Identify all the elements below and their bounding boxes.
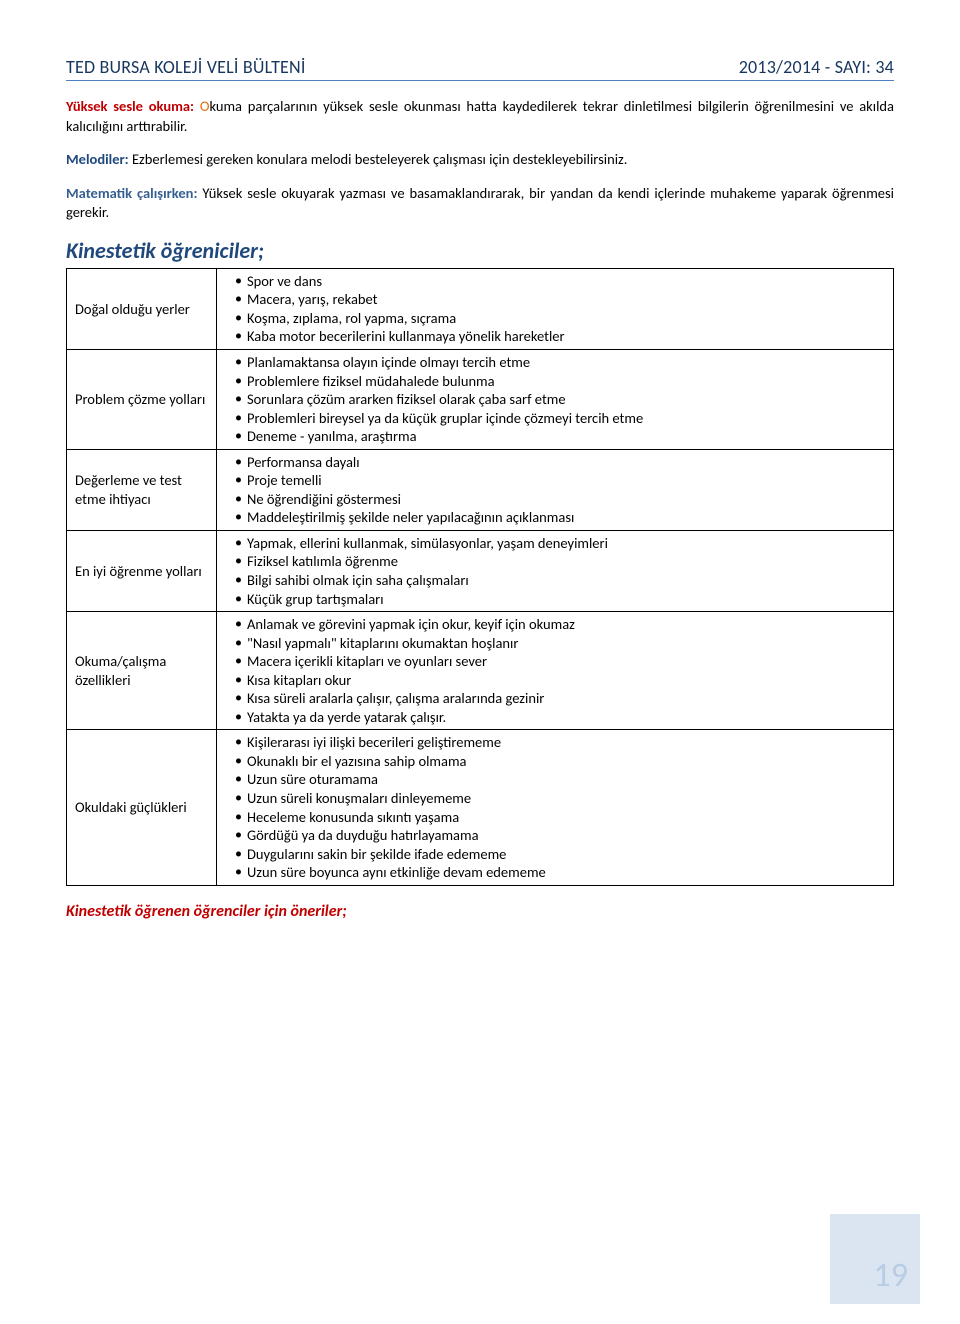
list-item: Spor ve dans [235,272,887,291]
kinestetik-table: Doğal olduğu yerlerSpor ve dansMacera, y… [66,268,894,886]
table-row-items: Performansa dayalıProje temelliNe öğrend… [217,449,894,530]
list-item: Yatakta ya da yerde yatarak çalışır. [235,708,887,727]
table-row-label: Doğal olduğu yerler [67,268,217,349]
list-item: Problemleri bireysel ya da küçük gruplar… [235,409,887,428]
page-number: 19 [874,1255,908,1296]
list-item: Ne öğrendiğini göstermesi [235,490,887,509]
table-row-items: Kişilerarası iyi ilişki becerileri geliş… [217,730,894,885]
list-item: Kısa süreli aralarla çalışır, çalışma ar… [235,689,887,708]
list-item: Maddeleştirilmiş şekilde neler yapılacağ… [235,508,887,527]
para2-lead: Melodiler: [66,150,132,168]
list-item: Gördüğü ya da duyduğu hatırlayamama [235,826,887,845]
table-row-label: En iyi öğrenme yolları [67,530,217,611]
para3-lead: Matematik çalışırken: [66,184,202,202]
table-row-items: Planlamaktansa olayın içinde olmayı terc… [217,350,894,450]
subheading-oneriler: Kinestetik öğrenen öğrenciler için öneri… [66,902,894,921]
table-row: Okuma/çalışma özellikleri Anlamak ve göre… [67,612,894,730]
table-row-items: Anlamak ve görevini yapmak için okur, ke… [217,612,894,730]
list-item: Kişilerarası iyi ilişki becerileri geliş… [235,733,887,752]
list-item: Kaba motor becerilerini kullanmaya yönel… [235,327,887,346]
table-row: Değerleme ve test etme ihtiyacıPerforman… [67,449,894,530]
list-item: Anlamak ve görevini yapmak için okur, ke… [235,615,887,634]
table-row: Problem çözme yolları Planlamaktansa olay… [67,350,894,450]
para1-lead: Yüksek sesle okuma: [66,97,200,115]
para1-o: O [200,97,210,115]
page-header: TED BURSA KOLEJİ VELİ BÜLTENİ 2013/2014 … [66,56,894,78]
list-item: Bilgi sahibi olmak için saha çalışmaları [235,571,887,590]
table-row-label: Değerleme ve test etme ihtiyacı [67,449,217,530]
header-issue: 2013/2014 - SAYI: 34 [739,56,894,78]
list-item: Performansa dayalı [235,453,887,472]
list-item: Küçük grup tartışmaları [235,590,887,609]
list-item: Yapmak, ellerini kullanmak, simülasyonla… [235,534,887,553]
table-row: Doğal olduğu yerlerSpor ve dansMacera, y… [67,268,894,349]
list-item: Heceleme konusunda sıkıntı yaşama [235,808,887,827]
table-row-items: Spor ve dansMacera, yarış, rekabetKoşma,… [217,268,894,349]
list-item: Sorunlara çözüm ararken fiziksel olarak … [235,390,887,409]
list-item: Problemlere fiziksel müdahalede bulunma [235,372,887,391]
table-row-label: Problem çözme yolları [67,350,217,450]
list-item: Kısa kitapları okur [235,671,887,690]
list-item: Okunaklı bir el yazısına sahip olmama [235,752,887,771]
list-item: Macera, yarış, rekabet [235,290,887,309]
header-rule [66,80,894,81]
list-item: "Nasıl yapmalı" kitaplarını okumaktan ho… [235,634,887,653]
table-row: Okuldaki güçlükleri Kişilerarası iyi iliş… [67,730,894,885]
list-item: Proje temelli [235,471,887,490]
table-row-label: Okuldaki güçlükleri [67,730,217,885]
para2-body: Ezberlemesi gereken konulara melodi best… [132,150,627,168]
header-title: TED BURSA KOLEJİ VELİ BÜLTENİ [66,56,306,78]
list-item: Koşma, zıplama, rol yapma, sıçrama [235,309,887,328]
list-item: Macera içerikli kitapları ve oyunları se… [235,652,887,671]
section-title-kinestetik: Kinestetik öğreniciler; [66,237,894,264]
list-item: Planlamaktansa olayın içinde olmayı terc… [235,353,887,372]
table-row-items: Yapmak, ellerini kullanmak, simülasyonla… [217,530,894,611]
list-item: Uzun süre boyunca aynı etkinliğe devam e… [235,863,887,882]
table-row: En iyi öğrenme yolları Yapmak, ellerini k… [67,530,894,611]
list-item: Fiziksel katılımla öğrenme [235,552,887,571]
paragraph-melodiler: Melodiler: Ezberlemesi gereken konulara … [66,150,894,170]
list-item: Uzun süreli konuşmaları dinleyememe [235,789,887,808]
list-item: Deneme - yanılma, araştırma [235,427,887,446]
list-item: Uzun süre oturamama [235,770,887,789]
paragraph-yuksek-sesle: Yüksek sesle okuma: Okuma parçalarının y… [66,97,894,136]
table-row-label: Okuma/çalışma özellikleri [67,612,217,730]
list-item: Duygularını sakin bir şekilde ifade edem… [235,845,887,864]
paragraph-matematik: Matematik çalışırken: Yüksek sesle okuya… [66,184,894,223]
